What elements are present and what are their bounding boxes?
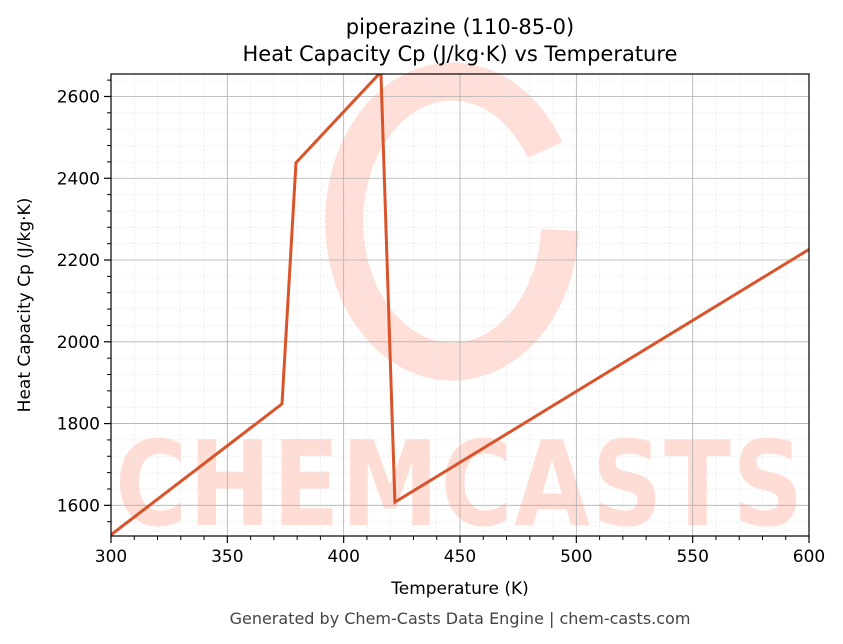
series-line-heat-capacity bbox=[111, 74, 809, 536]
chemcasts-watermark: CHEMCASTS bbox=[115, 62, 805, 553]
chart-title-line1: piperazine (110-85-0) bbox=[346, 15, 574, 39]
y-axis: 1600 1800 2000 2200 2400 2600 bbox=[57, 79, 111, 523]
x-tick-label: 300 bbox=[95, 547, 127, 567]
x-tick-label: 600 bbox=[793, 547, 825, 567]
x-axis-label: Temperature (K) bbox=[390, 579, 529, 599]
y-tick-label: 1800 bbox=[57, 415, 100, 435]
footer-credit: Generated by Chem-Casts Data Engine | ch… bbox=[230, 609, 691, 628]
x-tick-label: 450 bbox=[444, 547, 476, 567]
y-tick-label: 1600 bbox=[57, 496, 100, 516]
x-tick-label: 550 bbox=[676, 547, 708, 567]
chart-title-line2: Heat Capacity Cp (J/kg·K) vs Temperature bbox=[243, 42, 678, 66]
x-tick-label: 350 bbox=[211, 547, 243, 567]
watermark-text: CHEMCASTS bbox=[115, 415, 805, 553]
watermark-c-logo bbox=[325, 62, 579, 381]
x-tick-label: 500 bbox=[560, 547, 592, 567]
x-axis: 300 350 400 450 500 550 600 bbox=[95, 536, 825, 567]
y-tick-label: 2000 bbox=[57, 333, 100, 353]
y-tick-label: 2400 bbox=[57, 169, 100, 189]
y-tick-label: 2600 bbox=[57, 87, 100, 107]
y-tick-label: 2200 bbox=[57, 251, 100, 271]
y-axis-label: Heat Capacity Cp (J/kg·K) bbox=[15, 198, 35, 413]
x-tick-label: 400 bbox=[327, 547, 359, 567]
